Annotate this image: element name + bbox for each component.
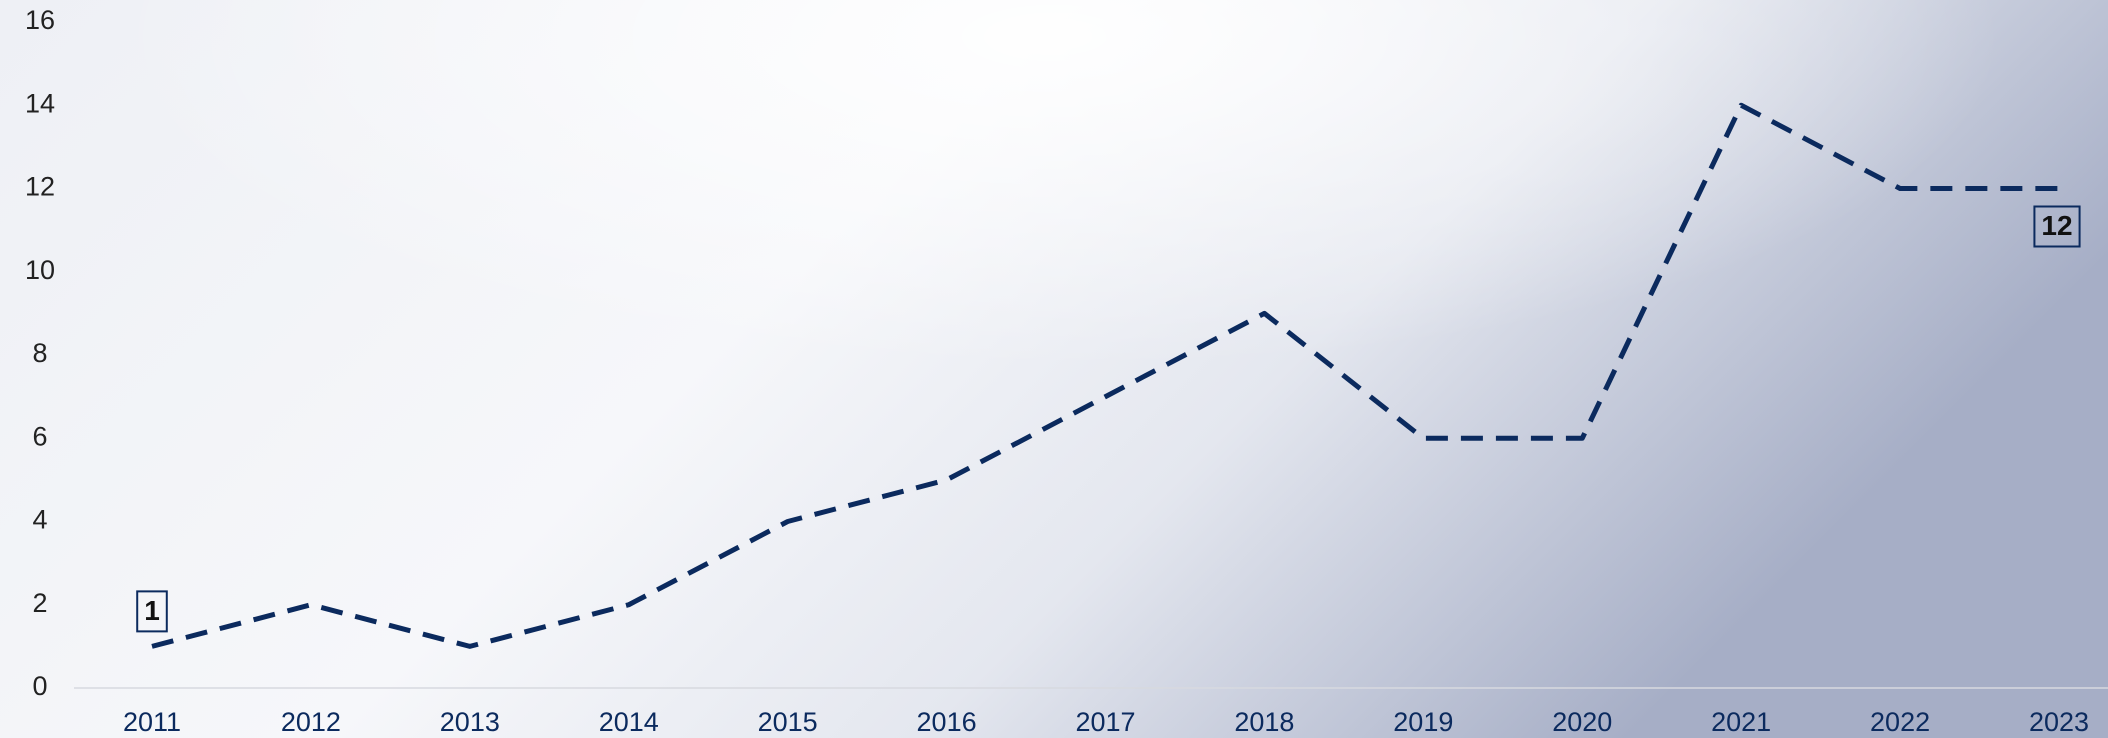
x-tick-label: 2011 xyxy=(123,707,181,737)
y-tick-label: 12 xyxy=(25,172,55,202)
y-tick-label: 6 xyxy=(32,421,47,451)
y-tick-label: 16 xyxy=(25,5,55,35)
data-label: 1 xyxy=(144,595,160,626)
y-tick-label: 8 xyxy=(32,338,47,368)
y-tick-label: 0 xyxy=(32,671,47,701)
y-tick-label: 10 xyxy=(25,255,55,285)
data-label-box xyxy=(2033,205,2081,248)
data-label: 12 xyxy=(2041,210,2072,241)
x-tick-label: 2016 xyxy=(917,707,977,737)
x-tick-label: 2019 xyxy=(1393,707,1453,737)
x-tick-label: 2022 xyxy=(1870,707,1930,737)
plot: 0 2 4 6 8 10 12 14 16 2011 2012 2013 2014 2015 2016 201… xyxy=(25,5,2089,737)
x-tick-label: 2012 xyxy=(281,707,341,737)
y-tick-label: 14 xyxy=(25,88,55,118)
x-tick-label: 2020 xyxy=(1552,707,1612,737)
x-tick-label: 2021 xyxy=(1711,707,1771,737)
x-tick-label: 2013 xyxy=(440,707,500,737)
x-tick-label: 2018 xyxy=(1234,707,1294,737)
x-tick-label: 2014 xyxy=(599,707,659,737)
x-tick-label: 2023 xyxy=(2029,707,2089,737)
y-tick-label: 4 xyxy=(32,505,47,535)
data-label-box xyxy=(136,590,168,633)
x-tick-label: 2015 xyxy=(758,707,818,737)
x-tick-label: 2017 xyxy=(1075,707,1135,737)
data-line xyxy=(151,102,2059,649)
y-tick-label: 2 xyxy=(32,588,47,618)
